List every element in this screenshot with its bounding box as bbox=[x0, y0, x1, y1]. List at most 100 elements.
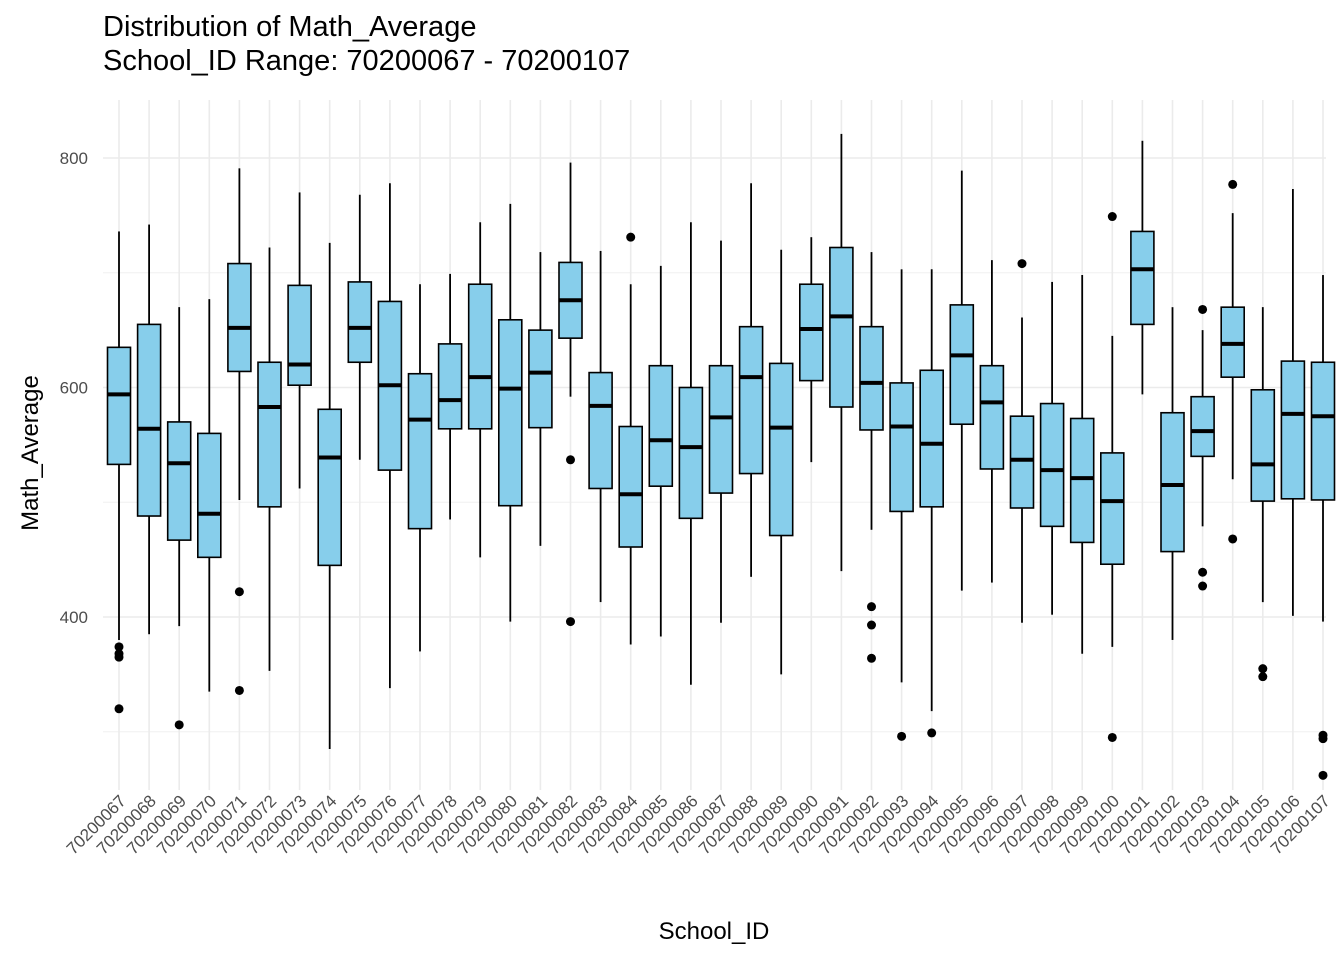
chart-subtitle: School_ID Range: 70200067 - 70200107 bbox=[103, 45, 631, 77]
box-group bbox=[317, 242, 343, 749]
box-iqr bbox=[528, 329, 553, 429]
box-group bbox=[136, 224, 162, 635]
box-iqr bbox=[407, 372, 433, 530]
outlier-point bbox=[1258, 672, 1268, 682]
box-group bbox=[588, 250, 613, 603]
outlier-point bbox=[1107, 732, 1117, 742]
outlier-point bbox=[867, 602, 876, 612]
chart-title-block: Distribution of Math_Average School_ID R… bbox=[103, 10, 630, 78]
box-iqr bbox=[437, 343, 463, 430]
box-iqr bbox=[708, 364, 734, 494]
box-group bbox=[798, 237, 824, 463]
box-group bbox=[1250, 307, 1276, 682]
outlier-point bbox=[1228, 179, 1238, 189]
outlier-point bbox=[1198, 581, 1208, 591]
box-iqr bbox=[1160, 411, 1185, 553]
y-tick-labels: 400 600 800 bbox=[60, 149, 88, 627]
box-group bbox=[227, 168, 252, 695]
outlier-point bbox=[114, 642, 124, 652]
box-group bbox=[738, 183, 764, 577]
box-group bbox=[497, 203, 523, 622]
box-group bbox=[467, 222, 493, 558]
box-group bbox=[829, 133, 854, 572]
outlier-point bbox=[1318, 734, 1328, 744]
box-iqr bbox=[1280, 360, 1306, 500]
outlier-point bbox=[114, 652, 124, 662]
box-iqr bbox=[467, 283, 493, 430]
box-iqr bbox=[227, 262, 252, 373]
box-group bbox=[197, 299, 222, 692]
box-group bbox=[1069, 275, 1095, 654]
box-group bbox=[377, 183, 403, 689]
outlier-point bbox=[897, 731, 907, 741]
box-group bbox=[708, 240, 734, 623]
box-group bbox=[407, 284, 433, 652]
box-iqr bbox=[317, 408, 343, 567]
box-iqr bbox=[106, 346, 132, 466]
box-group bbox=[1130, 140, 1155, 395]
box-iqr bbox=[166, 421, 192, 541]
box-iqr bbox=[1310, 361, 1336, 501]
box-iqr bbox=[588, 371, 613, 490]
box-group bbox=[1280, 188, 1306, 616]
box-iqr bbox=[768, 362, 794, 537]
box-group bbox=[437, 273, 463, 520]
x-tick-labels: 7020006770200068702000697020007070200071… bbox=[63, 791, 1334, 858]
box-iqr bbox=[979, 364, 1005, 470]
box-iqr bbox=[197, 432, 222, 559]
box-group bbox=[287, 192, 312, 489]
box-iqr bbox=[257, 361, 282, 508]
box-group bbox=[949, 170, 975, 591]
box-iqr bbox=[738, 325, 764, 475]
outlier-point bbox=[1198, 304, 1208, 314]
box-group bbox=[1039, 281, 1065, 615]
box-group bbox=[979, 260, 1005, 583]
box-group bbox=[1009, 259, 1035, 623]
outlier-point bbox=[1318, 770, 1328, 780]
box-group bbox=[558, 162, 583, 627]
boxes bbox=[106, 133, 1336, 780]
outlier-point bbox=[1258, 664, 1268, 674]
box-iqr bbox=[859, 325, 884, 431]
box-group bbox=[889, 269, 914, 741]
box-group bbox=[919, 269, 945, 738]
box-group bbox=[1310, 275, 1336, 780]
box-group bbox=[347, 194, 373, 460]
outlier-point bbox=[566, 617, 575, 627]
box-group bbox=[1100, 212, 1125, 742]
box-group bbox=[859, 252, 884, 663]
box-group bbox=[1220, 179, 1245, 544]
outlier-point bbox=[626, 232, 636, 242]
box-group bbox=[1190, 304, 1215, 591]
y-tick-label: 800 bbox=[60, 149, 88, 168]
box-group bbox=[768, 249, 794, 675]
outlier-point bbox=[566, 455, 575, 465]
y-tick-label: 400 bbox=[60, 608, 88, 627]
box-iqr bbox=[1250, 388, 1276, 502]
outlier-point bbox=[867, 653, 876, 663]
outlier-point bbox=[114, 704, 124, 714]
y-tick-label: 600 bbox=[60, 379, 88, 398]
outlier-point bbox=[1198, 567, 1208, 577]
box-iqr bbox=[798, 283, 824, 382]
box-iqr bbox=[1190, 395, 1215, 458]
box-iqr bbox=[1039, 402, 1065, 528]
box-iqr bbox=[287, 284, 312, 387]
box-group bbox=[528, 252, 553, 546]
outlier-point bbox=[234, 587, 244, 597]
box-group bbox=[648, 265, 674, 637]
box-iqr bbox=[919, 369, 945, 508]
box-iqr bbox=[648, 364, 674, 487]
y-axis-title: Math_Average bbox=[17, 375, 44, 531]
box-iqr bbox=[1130, 230, 1155, 326]
outlier-point bbox=[1228, 534, 1238, 544]
box-iqr bbox=[949, 304, 975, 426]
outlier-point bbox=[867, 620, 876, 630]
box-group bbox=[166, 307, 192, 730]
box-iqr bbox=[1069, 417, 1095, 544]
chart-title: Distribution of Math_Average bbox=[103, 11, 477, 43]
outlier-point bbox=[174, 720, 184, 730]
box-group bbox=[106, 231, 132, 714]
box-iqr bbox=[1100, 452, 1125, 566]
